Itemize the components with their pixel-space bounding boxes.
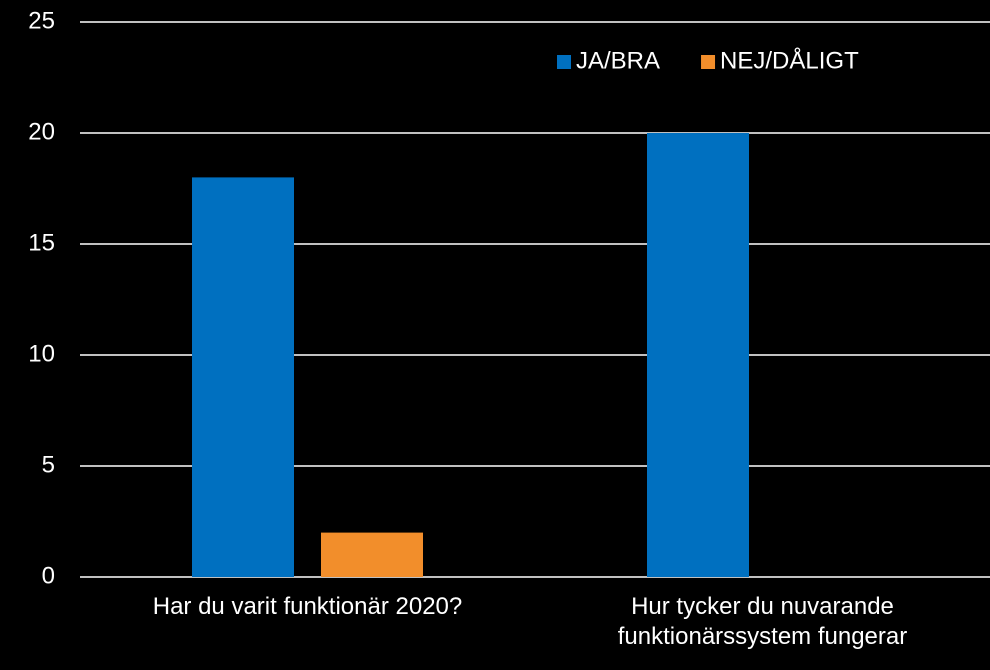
legend-label: JA/BRA — [576, 47, 660, 74]
y-tick-label: 0 — [42, 562, 55, 589]
y-tick-label: 20 — [28, 118, 55, 145]
x-tick-label-box: Har du varit funktionär 2020? — [152, 593, 463, 620]
x-tick-label-box: Hur tycker du nuvarande funktionärssyste… — [617, 593, 908, 650]
x-tick-label: Har du varit funktionär 2020? — [152, 593, 463, 620]
y-tick-label: 15 — [28, 229, 55, 256]
bar — [192, 177, 294, 577]
y-tick-label: 25 — [28, 7, 55, 34]
legend-label: NEJ/DÅLIGT — [720, 46, 859, 74]
x-tick-label: Hur tycker du nuvarande funktionärssyste… — [617, 593, 908, 650]
y-tick-label: 10 — [28, 340, 55, 367]
legend-swatch — [701, 55, 716, 69]
y-tick-label: 5 — [42, 451, 55, 478]
legend-swatch — [557, 55, 571, 69]
bar — [647, 133, 749, 577]
bar — [321, 532, 423, 577]
